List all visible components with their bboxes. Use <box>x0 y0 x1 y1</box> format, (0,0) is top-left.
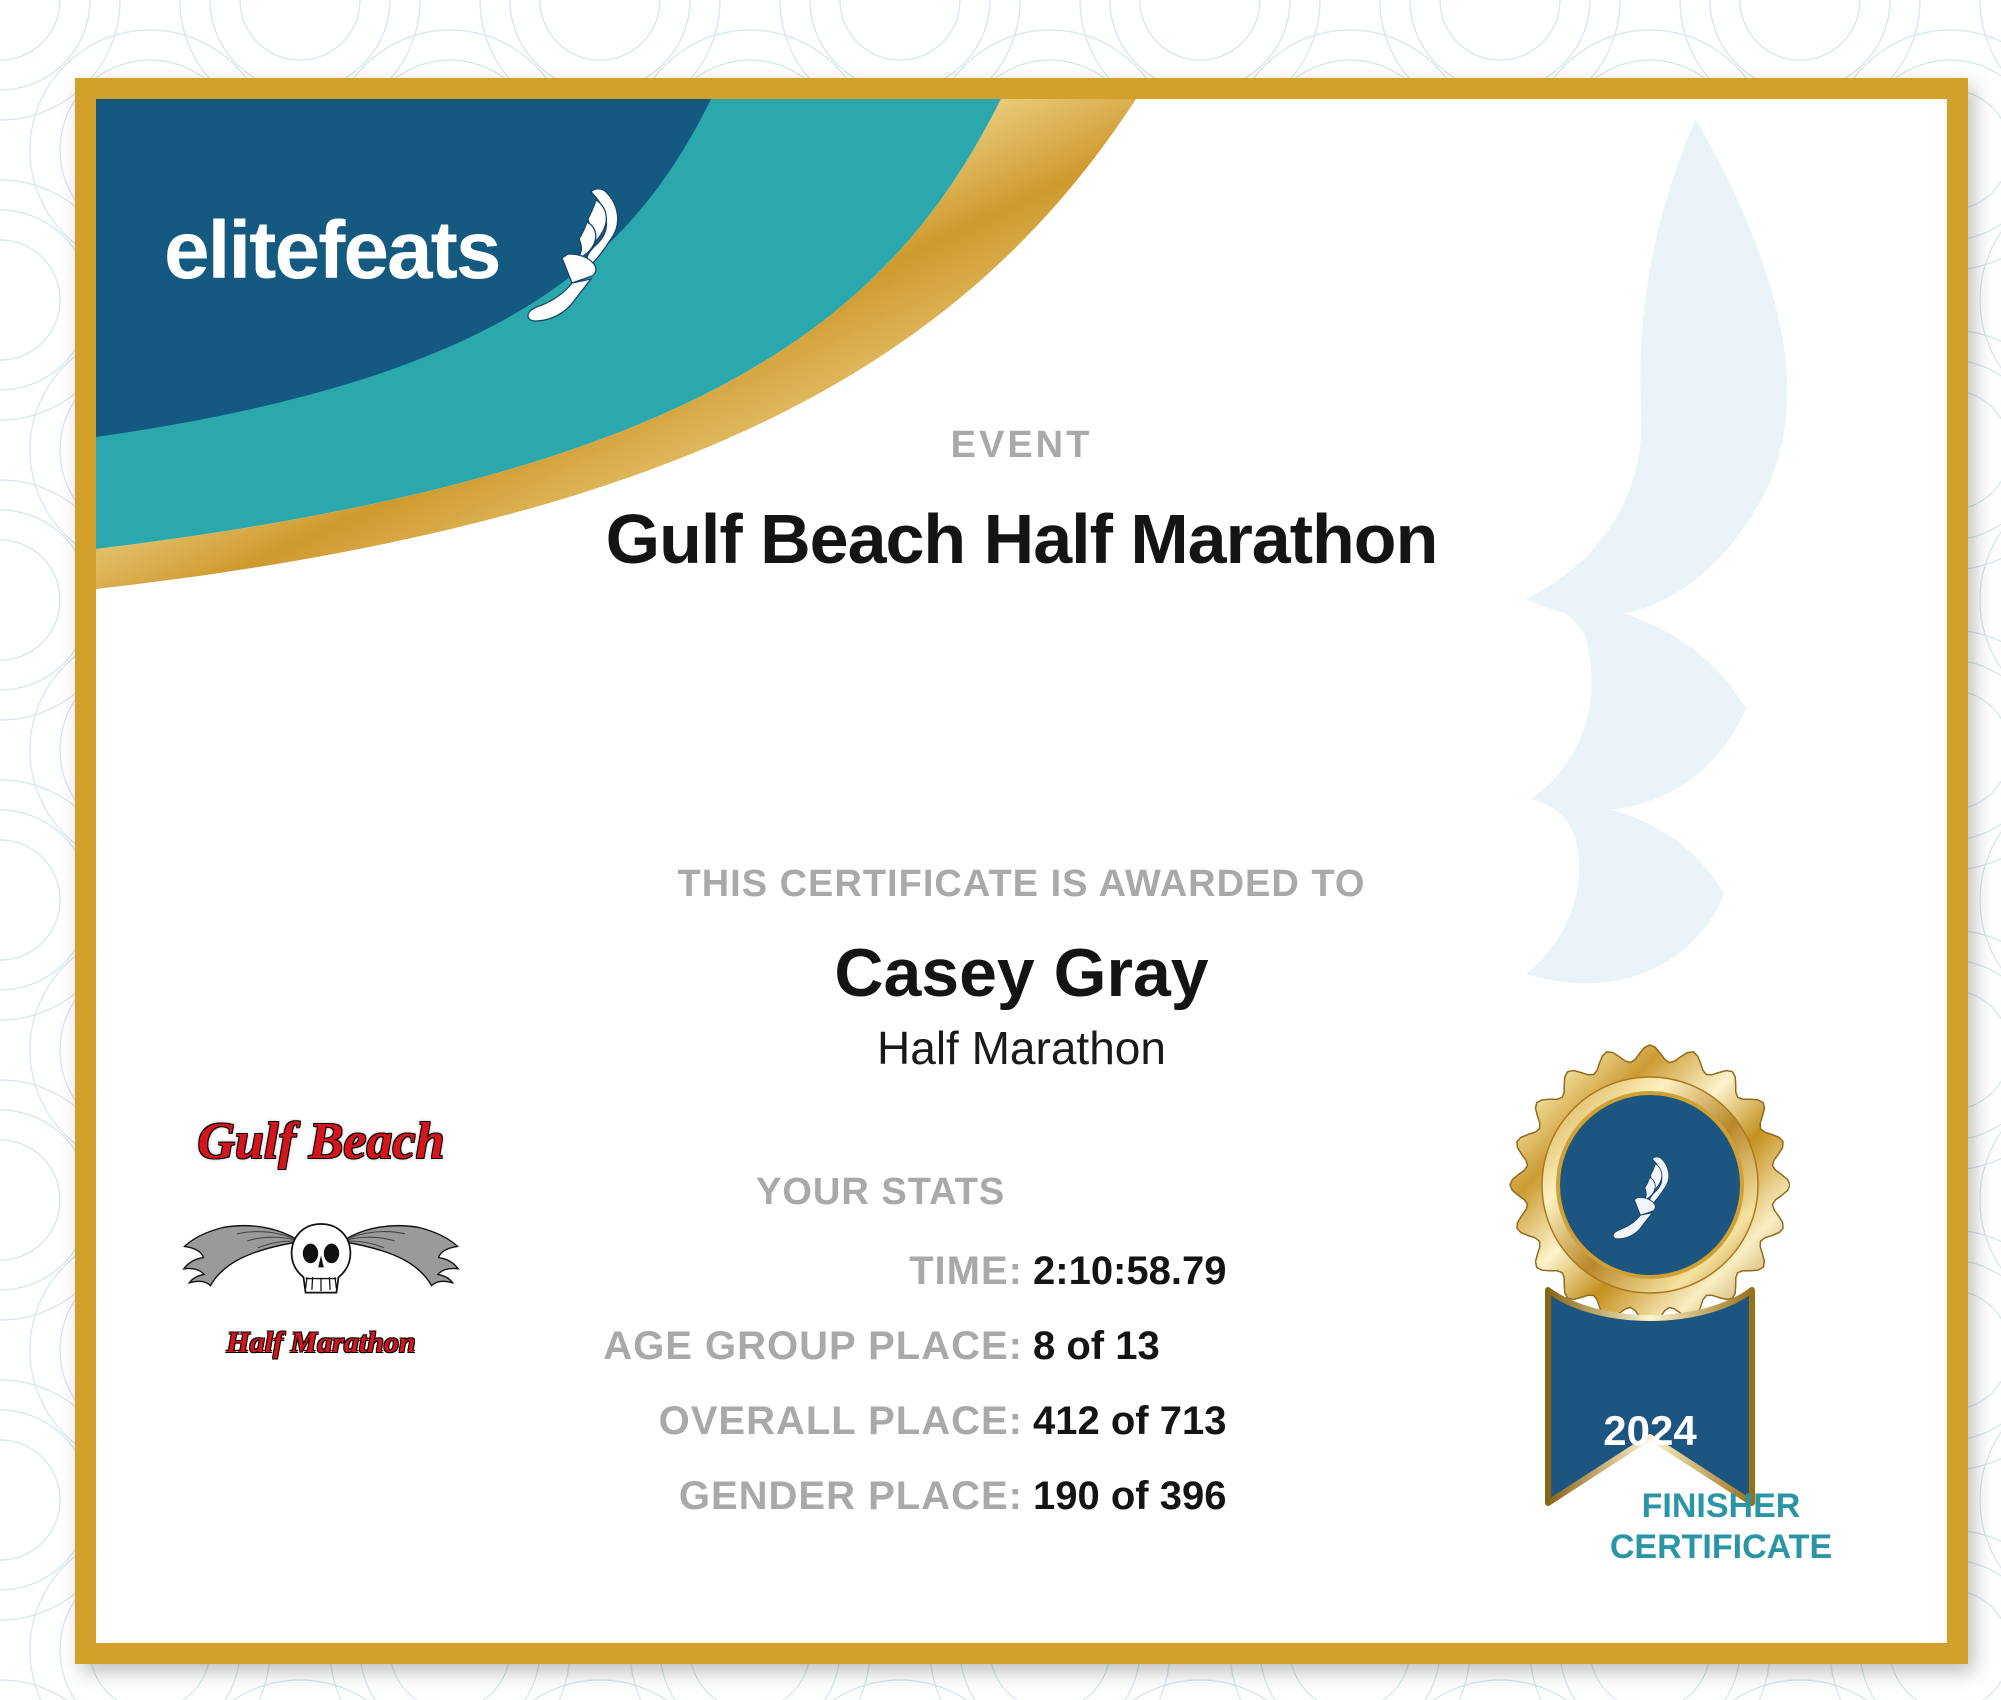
svg-text:2024: 2024 <box>1603 1407 1697 1454</box>
